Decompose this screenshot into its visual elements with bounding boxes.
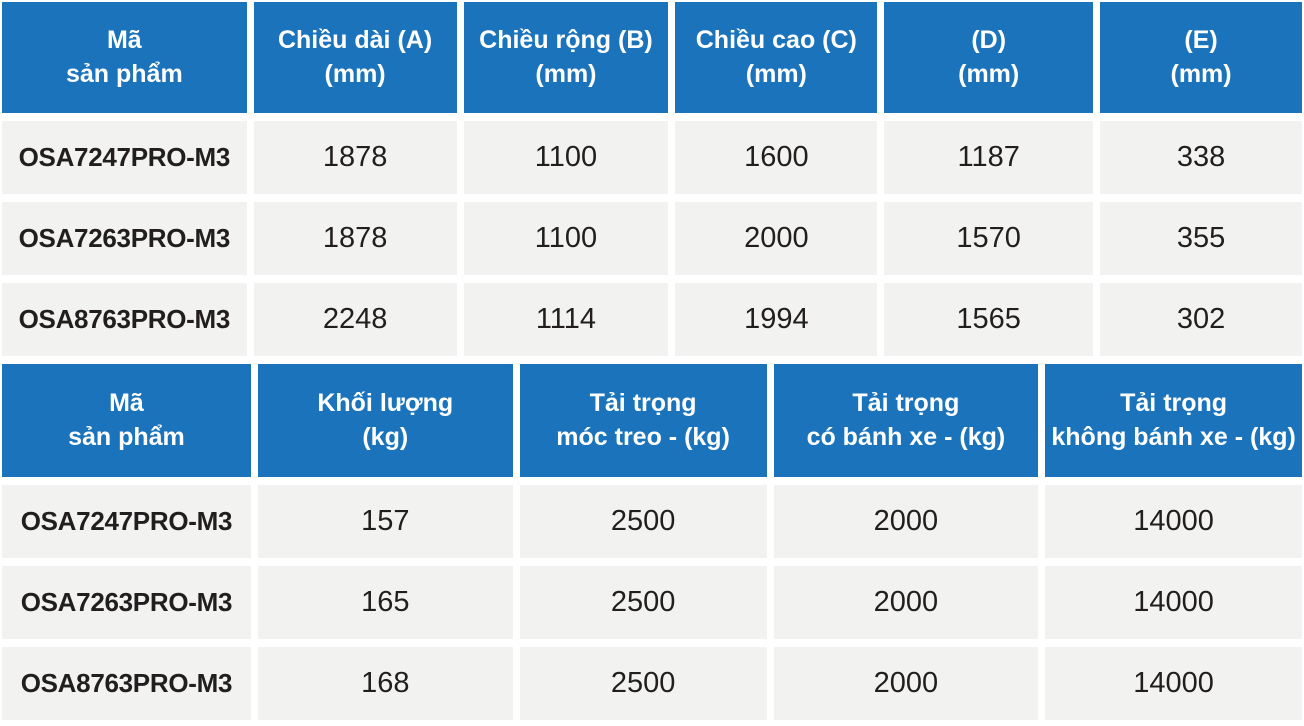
header-line1: Mã xyxy=(109,389,144,417)
header-line2: (mm) xyxy=(745,59,807,88)
value-cell: 355 xyxy=(1100,202,1302,275)
value-cell: 338 xyxy=(1100,121,1302,194)
header-line2: (kg) xyxy=(362,422,409,451)
header-line1: (D) xyxy=(971,26,1007,54)
product-code-cell: OSA7263PRO-M3 xyxy=(2,202,247,275)
value-cell: 2000 xyxy=(773,485,1039,558)
product-code-cell: OSA8763PRO-M3 xyxy=(2,283,247,356)
value-cell: 2500 xyxy=(519,647,767,720)
header-line2: (mm) xyxy=(1170,59,1232,88)
value-cell: 302 xyxy=(1100,283,1302,356)
t2-header-with-wheels-load: Tải trọng có bánh xe - (kg) xyxy=(773,364,1039,477)
header-line1: Khối lượng xyxy=(317,389,454,417)
header-line2: sản phẩm xyxy=(65,59,183,88)
value-cell: 1600 xyxy=(675,121,878,194)
t1-header-length-a: Chiều dài (A) (mm) xyxy=(253,2,457,113)
t2-header-weight: Khối lượng (kg) xyxy=(257,364,513,477)
t1-header-height-c: Chiều cao (C) (mm) xyxy=(675,2,878,113)
value-cell: 2248 xyxy=(253,283,457,356)
header-line2: không bánh xe - (kg) xyxy=(1051,422,1296,451)
header-line1: Mã xyxy=(106,26,142,54)
value-cell: 2500 xyxy=(519,485,767,558)
value-cell: 2000 xyxy=(773,566,1039,639)
header-line1: Chiều dài (A) xyxy=(277,26,433,54)
header-line1: Tải trọng xyxy=(589,389,697,417)
header-line1: Tải trọng xyxy=(852,389,960,417)
value-cell: 2000 xyxy=(773,647,1039,720)
t2-header-product-code: Mã sản phẩm xyxy=(2,364,251,477)
value-cell: 1114 xyxy=(463,283,669,356)
t1-header-d: (D) (mm) xyxy=(884,2,1094,113)
value-cell: 1100 xyxy=(463,202,669,275)
value-cell: 14000 xyxy=(1045,647,1302,720)
t2-header-hook-load: Tải trọng móc treo - (kg) xyxy=(519,364,767,477)
dimensions-table: Mã sản phẩm Chiều dài (A) (mm) Chiều rộn… xyxy=(2,2,1302,356)
value-cell: 1565 xyxy=(884,283,1094,356)
value-cell: 168 xyxy=(257,647,513,720)
header-line2: (mm) xyxy=(535,59,597,88)
product-code-cell: OSA7263PRO-M3 xyxy=(2,566,251,639)
t1-header-e: (E) (mm) xyxy=(1100,2,1302,113)
value-cell: 1187 xyxy=(884,121,1094,194)
header-line1: Chiều rộng (B) xyxy=(479,26,653,54)
value-cell: 1994 xyxy=(675,283,878,356)
header-line1: Chiều cao (C) xyxy=(695,26,857,54)
load-capacity-table: Mã sản phẩm Khối lượng (kg) Tải trọng mó… xyxy=(2,364,1302,720)
value-cell: 2500 xyxy=(519,566,767,639)
product-code-cell: OSA8763PRO-M3 xyxy=(2,647,251,720)
header-line2: móc treo - (kg) xyxy=(556,422,730,451)
product-code-cell: OSA7247PRO-M3 xyxy=(2,121,247,194)
header-line2: có bánh xe - (kg) xyxy=(806,422,1006,451)
value-cell: 2000 xyxy=(675,202,878,275)
value-cell: 14000 xyxy=(1045,566,1302,639)
t2-header-without-wheels-load: Tải trọng không bánh xe - (kg) xyxy=(1045,364,1302,477)
value-cell: 1100 xyxy=(463,121,669,194)
header-line2: (mm) xyxy=(324,59,386,88)
value-cell: 1570 xyxy=(884,202,1094,275)
header-line2: (mm) xyxy=(958,59,1020,88)
value-cell: 1878 xyxy=(253,202,457,275)
product-code-cell: OSA7247PRO-M3 xyxy=(2,485,251,558)
value-cell: 14000 xyxy=(1045,485,1302,558)
value-cell: 1878 xyxy=(253,121,457,194)
t1-header-width-b: Chiều rộng (B) (mm) xyxy=(463,2,669,113)
value-cell: 157 xyxy=(257,485,513,558)
header-line1: Tải trọng xyxy=(1120,389,1228,417)
header-line1: (E) xyxy=(1184,26,1218,54)
value-cell: 165 xyxy=(257,566,513,639)
header-line2: sản phẩm xyxy=(68,422,185,451)
t1-header-product-code: Mã sản phẩm xyxy=(2,2,247,113)
